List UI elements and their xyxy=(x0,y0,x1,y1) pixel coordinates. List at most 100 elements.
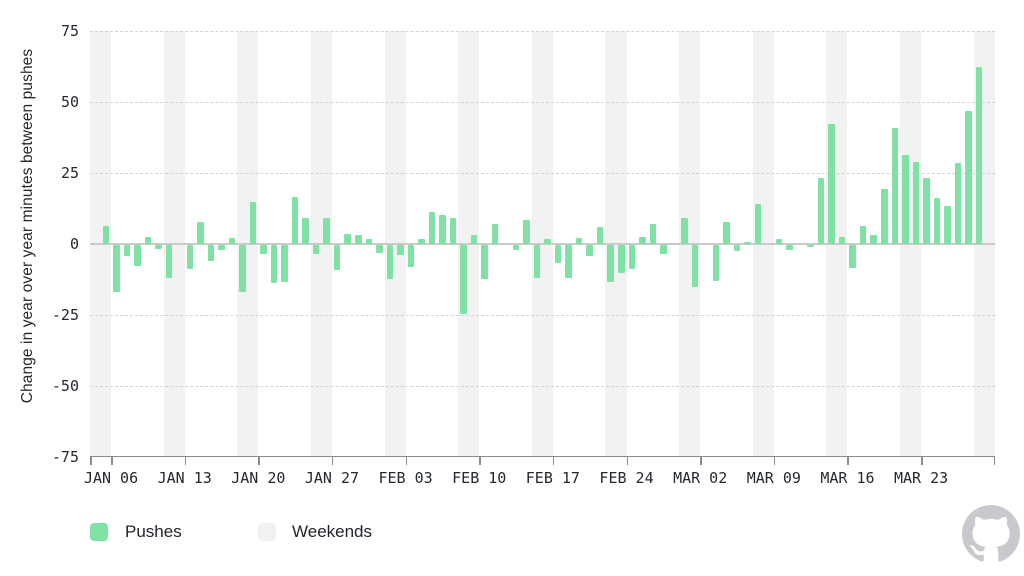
bar xyxy=(155,245,162,249)
bar xyxy=(355,234,362,244)
bar xyxy=(165,245,173,278)
bar xyxy=(870,235,877,244)
bar xyxy=(712,245,720,281)
bar xyxy=(207,245,215,261)
bar xyxy=(628,245,636,269)
bar xyxy=(681,218,688,244)
bar xyxy=(891,127,899,244)
bar xyxy=(965,111,972,244)
legend-swatch-pushes xyxy=(90,523,108,541)
legend-label-weekends: Weekends xyxy=(292,522,373,541)
bar xyxy=(649,223,657,244)
bar xyxy=(575,238,583,244)
zero-line xyxy=(90,243,995,245)
gridline xyxy=(90,173,995,174)
bar xyxy=(902,154,909,244)
bar xyxy=(439,215,446,244)
x-tick-label: JAN 27 xyxy=(304,469,360,487)
x-tick-label: FEB 10 xyxy=(452,469,507,487)
x-tick xyxy=(479,457,481,465)
x-tick-label: JAN 13 xyxy=(157,469,212,487)
y-tick-label: 50 xyxy=(60,92,79,111)
bar xyxy=(923,178,930,244)
bar xyxy=(428,211,436,244)
bar xyxy=(933,198,941,244)
bar xyxy=(544,239,551,244)
bar xyxy=(849,245,856,268)
bar xyxy=(975,66,983,244)
bar xyxy=(744,241,751,244)
y-tick-label: 75 xyxy=(60,21,79,40)
x-tick-label: MAR 23 xyxy=(893,469,949,487)
x-tick-label: FEB 03 xyxy=(378,469,433,487)
bar xyxy=(512,245,520,251)
bar xyxy=(197,221,204,244)
bar xyxy=(838,237,846,244)
x-tick xyxy=(184,457,187,465)
bar xyxy=(912,162,920,244)
bar xyxy=(407,245,415,267)
bar xyxy=(607,245,614,283)
gridline xyxy=(90,315,995,316)
x-tick-label: FEB 24 xyxy=(599,469,654,487)
bar xyxy=(376,245,383,253)
bar xyxy=(828,124,835,244)
bar xyxy=(723,221,730,244)
bar xyxy=(102,226,110,244)
bar xyxy=(397,245,404,256)
x-tick xyxy=(921,457,923,465)
bar xyxy=(660,245,667,254)
plot-area xyxy=(90,31,995,457)
bar xyxy=(113,245,120,292)
bar xyxy=(460,245,467,314)
bar xyxy=(260,245,267,254)
x-tick xyxy=(847,457,849,465)
bar xyxy=(859,225,867,244)
x-tick xyxy=(405,457,408,465)
bar xyxy=(944,205,951,244)
bar xyxy=(639,236,646,244)
bar xyxy=(134,245,141,267)
gridline xyxy=(90,102,995,103)
bar xyxy=(418,239,425,244)
bar xyxy=(817,178,825,244)
bar xyxy=(470,234,478,244)
x-tick xyxy=(773,457,776,465)
bar xyxy=(302,218,309,244)
x-tick xyxy=(552,457,555,465)
x-tick xyxy=(111,457,113,465)
bar xyxy=(323,218,330,244)
bar xyxy=(249,201,257,244)
y-tick-label: 0 xyxy=(69,234,79,253)
gridline xyxy=(90,386,995,387)
x-tick xyxy=(700,457,702,465)
y-tick-label: -25 xyxy=(51,305,79,324)
bar xyxy=(386,245,394,280)
bar xyxy=(218,245,225,250)
bar xyxy=(365,238,373,244)
bar xyxy=(312,245,320,255)
bar xyxy=(691,245,699,288)
legend-label-pushes: Pushes xyxy=(125,522,182,541)
x-tick-label: FEB 17 xyxy=(525,469,580,487)
x-tick xyxy=(993,457,995,465)
bar xyxy=(807,245,814,247)
bar xyxy=(618,245,625,274)
bar xyxy=(596,227,604,244)
bar xyxy=(344,234,351,244)
bar xyxy=(754,203,762,244)
bar xyxy=(333,245,341,270)
bar xyxy=(523,220,530,244)
y-tick-label: 25 xyxy=(60,163,79,182)
y-tick-label: -75 xyxy=(51,447,79,466)
x-tick xyxy=(626,457,629,465)
x-tick xyxy=(331,457,334,465)
bar xyxy=(291,197,299,244)
bar xyxy=(565,245,572,278)
bar xyxy=(491,224,499,244)
bar xyxy=(281,245,288,282)
bar xyxy=(954,162,962,244)
bar xyxy=(228,238,236,244)
x-tick-label: MAR 02 xyxy=(673,469,728,487)
